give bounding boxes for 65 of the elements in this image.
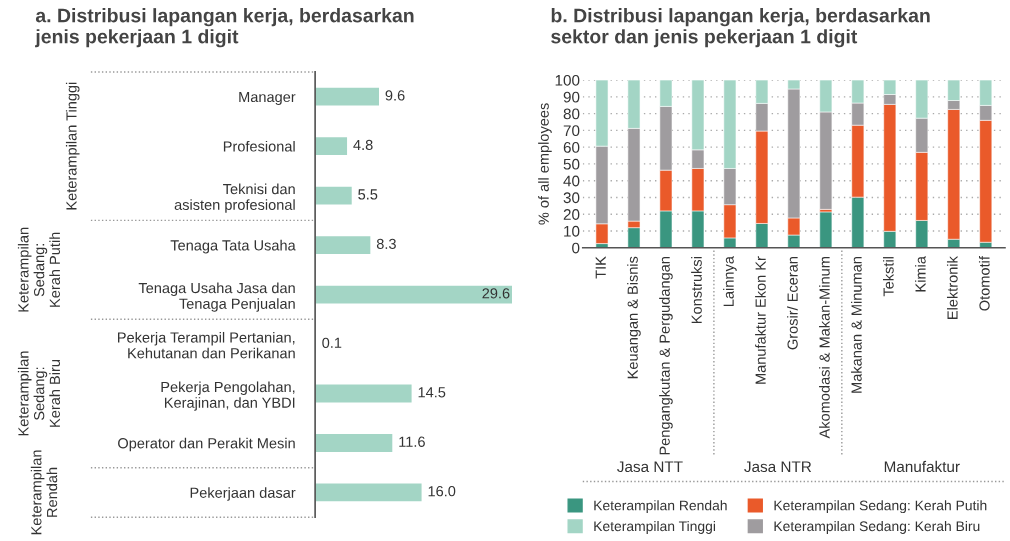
text: Keterampilan Rendah <box>30 450 58 535</box>
y-tick-label: 30 <box>563 192 580 204</box>
x-tick-label: Makanan & Minuman <box>851 257 862 393</box>
text: Keterampilan Sedang: Kerah Biru <box>17 351 61 436</box>
y-tick-label: 70 <box>563 125 580 137</box>
bar <box>315 483 422 502</box>
data-label: 29.6 <box>482 288 510 299</box>
y-tick-label: Operator dan Perakit Mesin <box>118 437 295 452</box>
x-tick-label: Tekstil <box>883 257 894 297</box>
x-tick-label: Grosir/ Eceran <box>787 257 798 350</box>
x-tick-label: Keuangan & Bisnis <box>627 256 641 379</box>
y-tick-label: Manager <box>239 91 296 105</box>
y-tick-label: 100 <box>555 74 580 86</box>
text: Jasa NTR <box>744 461 812 473</box>
data-label: 11.6 <box>399 436 425 447</box>
data-label: 14.5 <box>418 387 446 398</box>
legend-label: Keterampilan Tinggi <box>594 520 716 534</box>
y-tick-label: 50 <box>563 158 580 170</box>
y-tick-label: Pekerja Pengolahan, Kerajinan, dan YBDI <box>161 381 295 411</box>
bar <box>315 186 352 205</box>
data-label: 0.1 <box>322 337 342 348</box>
legend-label: Keterampilan Sedang: Kerah Biru <box>774 520 980 534</box>
x-tick-label: Otomotif <box>978 256 990 311</box>
data-label: 5.5 <box>358 189 378 200</box>
bar <box>315 434 393 452</box>
y-tick-label: 10 <box>564 225 580 237</box>
bar <box>315 285 513 304</box>
bar <box>315 87 379 106</box>
y-axis-title: % of all employees <box>538 103 552 225</box>
chart-title: b. Distribusi lapangan kerja, berdasarkan sektor dan jenis pekerjaan 1 digit <box>551 8 930 48</box>
data-label: 4.8 <box>353 139 373 151</box>
legend-label: Keterampilan Sedang: Kerah Putih <box>774 500 987 514</box>
x-tick-label: Lainnya <box>723 256 737 306</box>
bar <box>819 211 833 248</box>
y-tick-label: Tenaga Usaha Jasa dan Tenaga Penjualan <box>138 282 295 312</box>
y-tick-label: Profesional <box>223 140 295 152</box>
data-label: 9.6 <box>385 90 405 101</box>
data-label: 16.0 <box>428 486 456 497</box>
y-tick-label: 0 <box>572 242 580 254</box>
x-tick-label: Elektronik <box>946 256 958 319</box>
text: Keterampilan Sedang: Kerah Putih <box>17 227 61 312</box>
x-tick-label: Manufaktur Ekon Kr <box>755 256 766 384</box>
y-tick-label: Tenaga Tata Usaha <box>170 239 296 254</box>
text: Jasa NTT <box>617 461 683 473</box>
data-label: 8.3 <box>376 238 396 250</box>
bar <box>315 384 412 403</box>
x-tick-label: Konstruksi <box>691 257 702 323</box>
text: Manufaktur <box>884 460 960 473</box>
legend-label: Keterampilan Rendah <box>594 500 727 514</box>
x-tick-label: Akomodasi & Makan-Minum <box>819 257 830 439</box>
x-tick-label: TIK <box>595 256 606 279</box>
y-tick-label: Pekerjaan dasar <box>190 487 296 501</box>
y-tick-label: 90 <box>563 91 580 103</box>
y-tick-label: 80 <box>563 108 580 120</box>
x-tick-label: Kimia <box>915 256 926 292</box>
y-tick-label: 20 <box>563 209 580 220</box>
bar <box>315 236 371 255</box>
x-tick-label: Pengangkutan & Pergudangan <box>659 257 673 455</box>
y-tick-label: 60 <box>563 142 580 153</box>
y-tick-label: 40 <box>563 175 580 187</box>
text: Keterampilan Tinggi <box>65 82 80 210</box>
chart-title: a. Distribusi lapangan kerja, berdasarkan jenis pekerjaan 1 digit <box>35 8 414 48</box>
bar <box>315 137 348 156</box>
y-tick-label: Teknisi dan asisten profesional <box>174 183 295 213</box>
y-tick-label: Pekerja Terampil Pertanian, Kehutanan dan Perikanan <box>118 331 295 359</box>
